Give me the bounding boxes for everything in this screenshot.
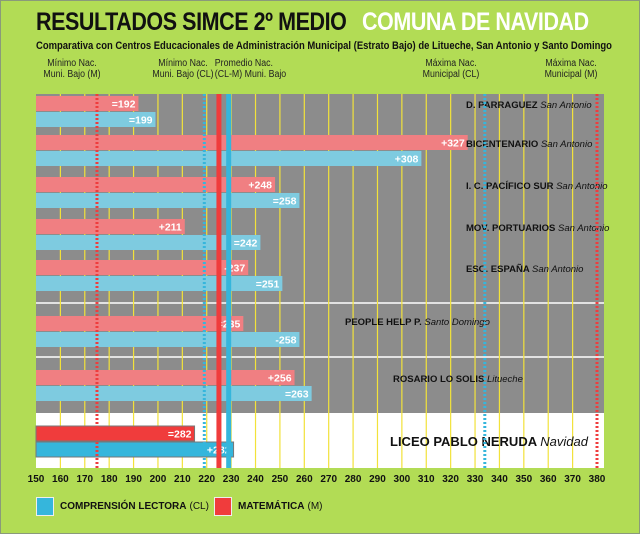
bar-cl [36,276,283,291]
school-commune: San Antonio [558,223,609,234]
bar-math [35,425,196,442]
school-name: ESC. ESPAÑA [466,264,532,275]
bar-label-math: +256 [268,373,292,385]
bar-math [36,135,468,150]
legend-item-math: MATEMÁTICA (M) [214,497,322,516]
school-commune: San Antonio [540,100,591,111]
school-label: MOV. PORTUARIOS San Antonio [466,223,609,234]
bar-label-math: +211 [159,222,182,234]
x-tick-label: 190 [125,474,142,485]
school-name: I. C. PACÍFICO SUR [466,181,556,192]
bar-math [36,370,295,385]
reference-line-label: Mínimo Nac. Muni. Bajo (CL) [152,58,214,80]
legend-item-cl: COMPRENSIÓN LECTORA (CL) [36,497,209,516]
legend-abbr-math: (M) [307,501,323,512]
legend-swatch-math [214,497,232,516]
school-commune: Santo Domingo [424,317,489,328]
school-label: D. PARRAGUEZ San Antonio [466,100,592,111]
x-tick-label: 290 [369,474,386,485]
chart-title-commune: COMUNA DE NAVIDAD [361,8,589,36]
school-label: ESC. ESPAÑA San Antonio [466,264,583,275]
legend-label-math: MATEMÁTICA [238,501,305,512]
reference-line-label: Máxima Nac. Municipal (M) [544,58,598,80]
school-commune: Litueche [487,374,523,385]
school-name: LICEO PABLO NERUDA [390,434,540,449]
legend-label-cl: COMPRENSIÓN LECTORA [60,501,187,512]
school-commune: San Antonio [532,264,583,275]
school-name: MOV. PORTUARIOS [466,223,558,234]
school-label: BICENTENARIO San Antonio [466,139,592,150]
school-commune: San Antonio [541,139,592,150]
bar-math [36,316,244,331]
bar-label-cl: =258 [273,196,297,208]
x-tick-label: 230 [223,474,240,485]
school-name: D. PARRAGUEZ [466,100,540,111]
bar-math [36,177,276,192]
x-tick-label: 200 [150,474,167,485]
x-tick-label: 360 [540,474,557,485]
x-tick-label: 170 [76,474,93,485]
school-commune: Navidad [540,434,588,449]
bar-cl [36,193,300,208]
x-tick-label: 340 [491,474,508,485]
reference-line-label: Mínimo Nac. Muni. Bajo (M) [43,58,101,80]
bar-label-cl: -258 [275,335,296,347]
school-label: LICEO PABLO NERUDA Navidad [390,434,589,449]
x-tick-label: 380 [589,474,606,485]
x-tick-label: 240 [247,474,264,485]
x-tick-label: 330 [467,474,484,485]
bar-label-math: +327 [441,138,465,150]
x-tick-label: 320 [442,474,459,485]
bar-label-cl: =263 [285,389,309,401]
reference-line-label: Máxima Nac. Municipal (CL) [422,58,480,80]
x-tick-label: 350 [515,474,532,485]
x-tick-label: 250 [272,474,289,485]
bar-cl [35,441,235,458]
x-tick-label: 220 [198,474,215,485]
bar-label-math: =192 [112,99,136,111]
x-tick-label: 260 [296,474,313,485]
x-tick-label: 280 [345,474,362,485]
x-tick-label: 270 [320,474,337,485]
school-name: ROSARIO LO SOLIS [393,374,487,385]
bar-label-math: +248 [248,180,272,192]
bar-label-cl: =251 [256,279,280,291]
x-tick-label: 180 [101,474,118,485]
x-tick-label: 300 [394,474,411,485]
x-tick-label: 210 [174,474,191,485]
legend-abbr-cl: (CL) [189,501,209,512]
x-tick-label: 150 [28,474,45,485]
bar-math [36,219,185,234]
x-tick-label: 160 [52,474,69,485]
bar-math [36,260,249,275]
chart-title: RESULTADOS SIMCE 2º MEDIO COMUNA DE NAVID… [36,8,589,36]
bar-label-cl: +308 [395,154,419,166]
school-name: BICENTENARIO [466,139,541,150]
school-label: PEOPLE HELP P. Santo Domingo [345,317,490,328]
school-label: I. C. PACÍFICO SUR San Antonio [466,181,608,192]
reference-line-label: Promedio Nac. (CL-M) Muni. Bajo [214,58,287,80]
school-label: ROSARIO LO SOLIS Litueche [393,374,523,385]
school-name: PEOPLE HELP P. [345,317,424,328]
bar-label-cl: =242 [234,238,258,250]
legend-swatch-cl [36,497,54,516]
bar-cl [36,332,300,347]
x-tick-label: 370 [564,474,581,485]
bar-label-cl: =199 [129,115,153,127]
x-tick-label: 310 [418,474,435,485]
bar-label-math: =282 [168,429,192,441]
school-commune: San Antonio [556,181,607,192]
bar-math [36,96,139,111]
bar-cl [36,386,312,401]
chart-subtitle: Comparativa con Centros Educacionales de… [36,40,612,52]
